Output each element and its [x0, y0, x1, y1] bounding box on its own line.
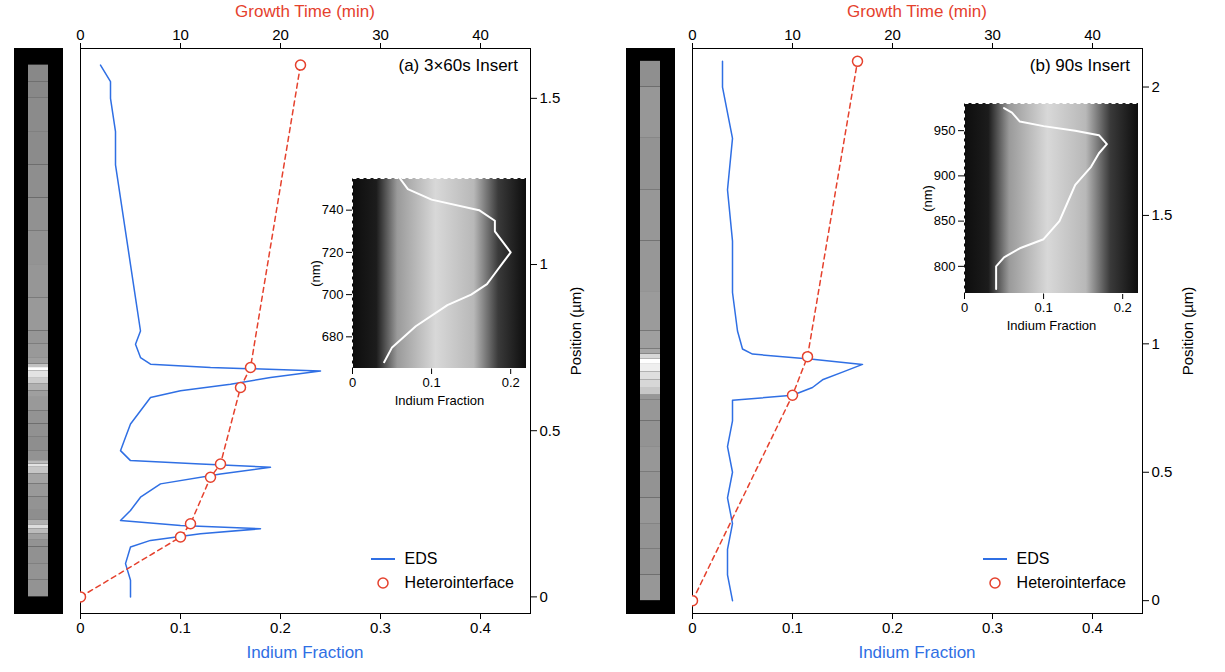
svg-text:0: 0: [540, 588, 548, 605]
svg-text:0.4: 0.4: [470, 619, 491, 636]
svg-text:(nm): (nm): [308, 260, 323, 287]
svg-text:30: 30: [984, 26, 1001, 43]
svg-text:1: 1: [540, 255, 548, 272]
svg-text:850: 850: [934, 213, 956, 228]
html-text:Growth Time (min): Growth Time (min): [235, 2, 375, 21]
html-text:(b) 90s Insert: (b) 90s Insert: [1029, 56, 1130, 75]
svg-text:Indium Fraction: Indium Fraction: [395, 393, 485, 408]
svg-text:0: 0: [76, 619, 84, 636]
html-text:Heterointerface: Heterointerface: [1016, 574, 1126, 591]
svg-text:1.5: 1.5: [1152, 206, 1173, 223]
svg-text:0: 0: [688, 26, 696, 43]
html-text:EDS: EDS: [1016, 550, 1050, 567]
svg-text:720: 720: [322, 245, 344, 260]
svg-text:0.1: 0.1: [782, 619, 803, 636]
html-text:Heterointerface: Heterointerface: [404, 574, 514, 591]
html-text:(a) 3×60s Insert: (a) 3×60s Insert: [398, 56, 518, 75]
svg-text:10: 10: [172, 26, 189, 43]
svg-text:0.2: 0.2: [502, 375, 520, 390]
svg-text:0.4: 0.4: [1082, 619, 1103, 636]
svg-text:Indium Fraction: Indium Fraction: [1007, 318, 1097, 333]
svg-text:0.5: 0.5: [540, 422, 561, 439]
svg-text:2: 2: [1152, 78, 1160, 95]
svg-text:Position (µm): Position (µm): [567, 287, 584, 376]
svg-text:(nm): (nm): [920, 185, 935, 212]
svg-text:0: 0: [688, 619, 696, 636]
svg-text:10: 10: [784, 26, 801, 43]
svg-text:1: 1: [1152, 335, 1160, 352]
html-text:EDS: EDS: [404, 550, 438, 567]
html-text:Indium Fraction: Indium Fraction: [858, 643, 976, 662]
svg-text:40: 40: [1084, 26, 1101, 43]
svg-text:20: 20: [884, 26, 901, 43]
svg-text:800: 800: [934, 259, 956, 274]
svg-text:30: 30: [372, 26, 389, 43]
svg-text:1.5: 1.5: [540, 89, 561, 106]
svg-text:0.2: 0.2: [882, 619, 903, 636]
html-text:Indium Fraction: Indium Fraction: [246, 643, 364, 662]
svg-text:0.1: 0.1: [1035, 300, 1053, 315]
svg-text:0: 0: [76, 26, 84, 43]
svg-text:0.3: 0.3: [370, 619, 391, 636]
svg-text:40: 40: [472, 26, 489, 43]
svg-text:0.5: 0.5: [1152, 463, 1173, 480]
svg-text:900: 900: [934, 168, 956, 183]
svg-text:0.1: 0.1: [170, 619, 191, 636]
svg-text:0.1: 0.1: [423, 375, 441, 390]
svg-text:0: 0: [961, 300, 968, 315]
svg-text:950: 950: [934, 123, 956, 138]
svg-text:0: 0: [349, 375, 356, 390]
svg-text:740: 740: [322, 202, 344, 217]
svg-text:0.2: 0.2: [1114, 300, 1132, 315]
svg-text:0.2: 0.2: [270, 619, 291, 636]
svg-text:680: 680: [322, 329, 344, 344]
svg-text:700: 700: [322, 287, 344, 302]
svg-text:20: 20: [272, 26, 289, 43]
svg-text:Position (µm): Position (µm): [1179, 287, 1196, 376]
svg-text:0.3: 0.3: [982, 619, 1003, 636]
html-text:Growth Time (min): Growth Time (min): [847, 2, 987, 21]
svg-text:0: 0: [1152, 591, 1160, 608]
